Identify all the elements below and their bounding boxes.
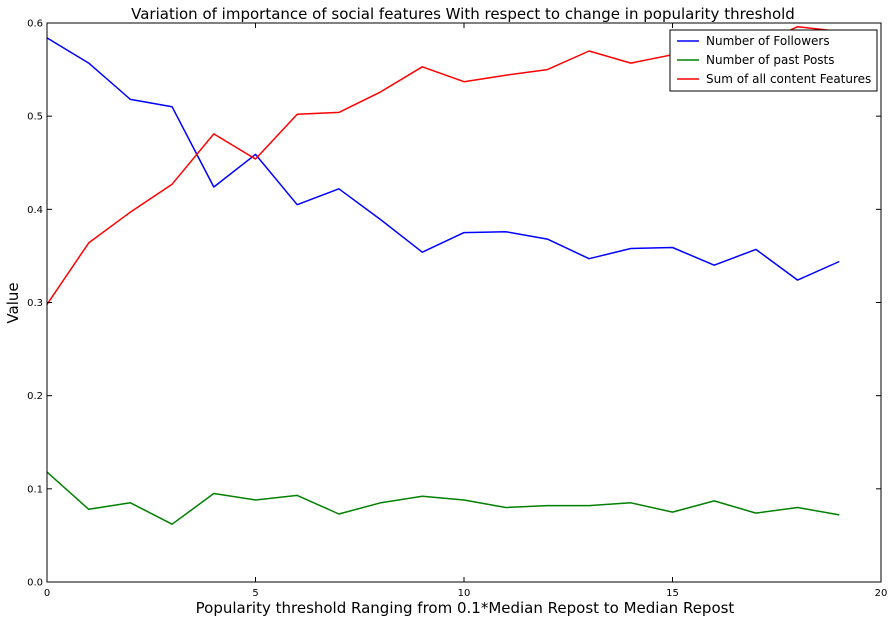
legend-label-posts: Number of past Posts — [706, 53, 835, 67]
legend-label-content: Sum of all content Features — [706, 72, 871, 86]
y-tick-label: 0.2 — [27, 391, 43, 402]
series-line-posts — [46, 471, 840, 525]
y-tick-label: 0.0 — [27, 578, 43, 589]
y-tick-label: 0.5 — [27, 112, 43, 123]
x-tick-label: 10 — [458, 588, 471, 599]
legend-label-followers: Number of Followers — [706, 34, 830, 48]
x-axis-label: Popularity threshold Ranging from 0.1*Me… — [196, 599, 735, 617]
x-tick-label: 20 — [875, 588, 888, 599]
y-axis-label: Value — [4, 282, 22, 323]
y-tick-label: 0.6 — [27, 19, 43, 30]
y-tick-label: 0.1 — [27, 484, 43, 495]
y-tick-label: 0.4 — [27, 205, 43, 216]
series-layer — [46, 25, 840, 525]
legend: Number of Followers Number of past Posts… — [669, 29, 878, 92]
x-tick-label: 0 — [44, 588, 50, 599]
x-tick-label: 15 — [666, 588, 679, 599]
legend-frame — [669, 29, 878, 92]
series-line-followers — [46, 37, 840, 281]
y-tick-label: 0.3 — [27, 298, 43, 309]
tick-layer: 0 5 10 15 20 0.0 0.1 0.2 0.3 0.4 0.5 0.6 — [27, 19, 887, 600]
chart-title: Variation of importance of social featur… — [131, 5, 795, 23]
x-tick-label: 5 — [252, 588, 258, 599]
